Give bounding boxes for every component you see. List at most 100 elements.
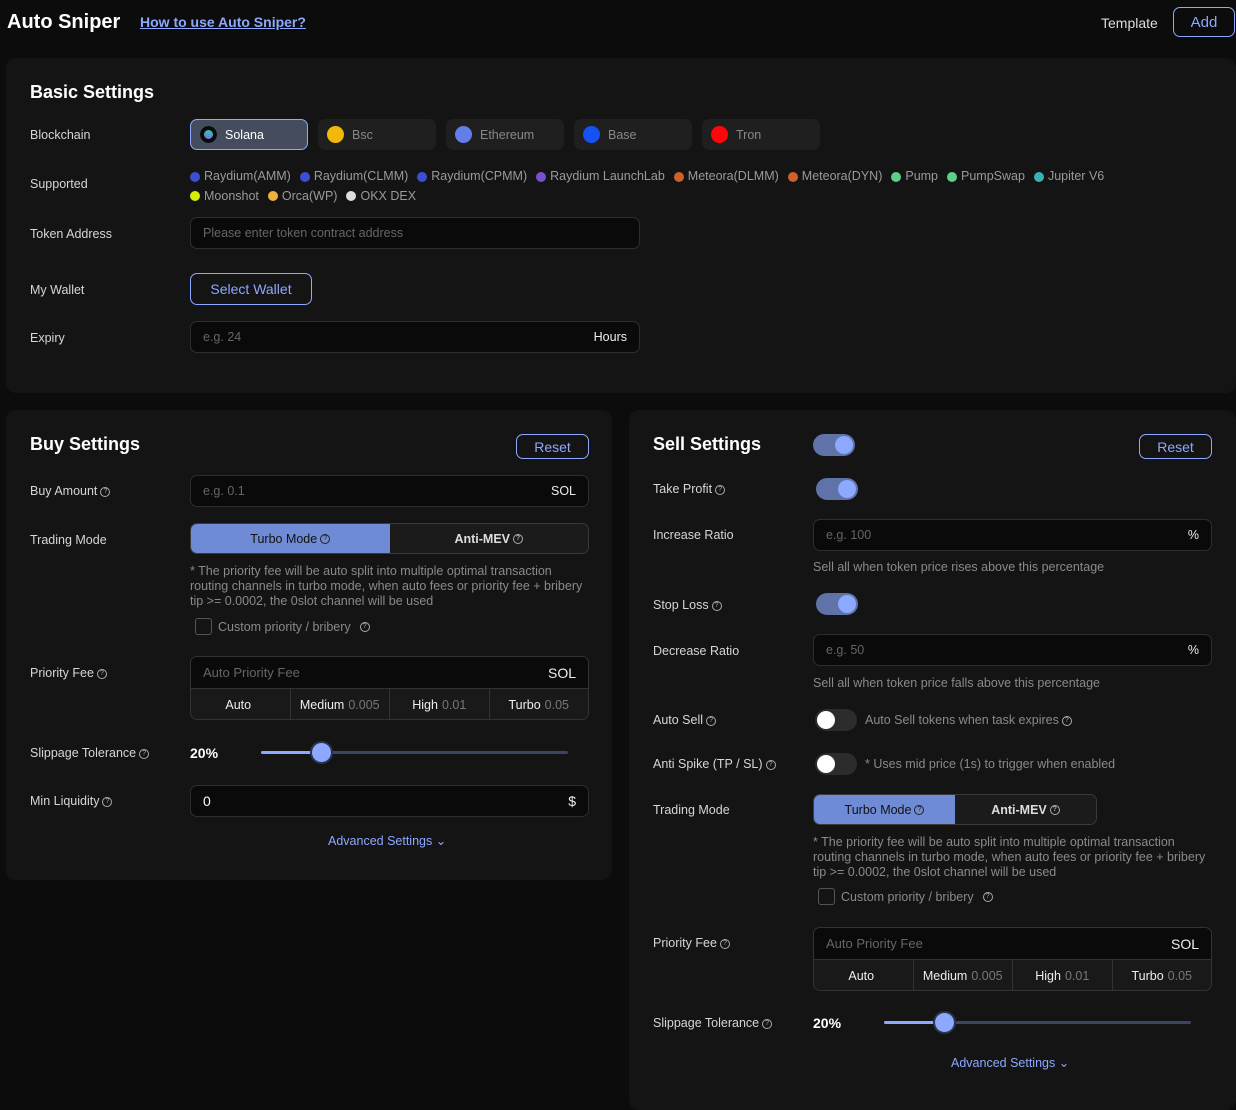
stop-loss-toggle[interactable] [816, 593, 858, 615]
buy-anti-mev-tab[interactable]: Anti-MEV? [389, 524, 588, 553]
help-icon[interactable]: ? [719, 938, 730, 949]
expiry-unit: Hours [593, 330, 627, 344]
help-icon[interactable]: ? [711, 600, 722, 611]
token-address-input[interactable]: Please enter token contract address [190, 217, 640, 249]
chain-solana-button[interactable]: Solana [190, 119, 308, 150]
slider-handle[interactable] [935, 1013, 955, 1032]
help-icon[interactable]: ? [100, 486, 111, 497]
stop-loss-label: Stop Loss? [653, 598, 722, 612]
supported-label: Supported [30, 177, 88, 191]
help-icon[interactable]: ? [762, 1018, 773, 1029]
decrease-ratio-input[interactable]: e.g. 50% [813, 634, 1212, 666]
min-liquidity-label: Min Liquidity? [30, 794, 113, 808]
sell-anti-mev-tab[interactable]: Anti-MEV? [955, 795, 1096, 824]
buy-turbo-mode-tab[interactable]: Turbo Mode? [191, 524, 390, 553]
slider-handle[interactable] [312, 743, 332, 762]
help-icon[interactable]: ? [715, 484, 726, 495]
sell-priority-fee-box: Auto Priority Fee SOL Auto Medium 0.005 High… [813, 927, 1212, 991]
help-icon[interactable]: ? [96, 668, 107, 679]
dex-item: Meteora(DYN) [787, 167, 882, 186]
dex-item: Raydium LaunchLab [536, 167, 665, 186]
auto-sell-toggle[interactable] [815, 709, 857, 731]
help-icon[interactable]: ? [706, 715, 717, 726]
help-icon: ? [1061, 715, 1072, 726]
help-icon: ? [359, 621, 370, 632]
buy-priority-fee-box: Auto Priority Fee SOL Auto Medium 0.005 High… [190, 656, 589, 720]
expiry-label: Expiry [30, 331, 65, 345]
buy-trading-mode-toggle: Turbo Mode? Anti-MEV? [190, 523, 589, 554]
page-title: Auto Sniper [7, 11, 121, 33]
dex-icon [536, 171, 547, 182]
sell-reset-button[interactable]: Reset [1139, 434, 1212, 459]
take-profit-label: Take Profit? [653, 482, 726, 496]
help-icon[interactable]: ? [765, 759, 776, 770]
min-liquidity-input[interactable]: 0 $ [190, 785, 589, 817]
sell-trading-mode-toggle: Turbo Mode? Anti-MEV? [813, 794, 1097, 825]
chain-label: Base [608, 127, 637, 142]
auto-sell-label: Auto Sell? [653, 713, 717, 727]
sell-enabled-toggle[interactable] [813, 434, 855, 456]
sell-fee-option-medium[interactable]: Medium 0.005 [914, 960, 1013, 990]
buy-fee-option-turbo[interactable]: Turbo 0.05 [508, 698, 570, 712]
increase-ratio-input[interactable]: e.g. 100% [813, 519, 1212, 551]
dex-icon [947, 171, 958, 182]
help-link[interactable]: How to use Auto Sniper? [140, 14, 306, 30]
take-profit-toggle[interactable] [816, 478, 858, 500]
template-button[interactable]: Template [1101, 15, 1158, 31]
buy-priority-fee-input[interactable]: Auto Priority Fee SOL [191, 657, 588, 689]
checkbox-icon [818, 888, 835, 905]
add-button[interactable]: Add [1173, 7, 1235, 37]
sell-advanced-settings-link[interactable]: Advanced Settings ⌄ [951, 1056, 1070, 1070]
sell-turbo-mode-tab[interactable]: Turbo Mode? [814, 795, 955, 824]
chain-tron-button[interactable]: Tron [702, 119, 820, 150]
dex-icon [891, 171, 902, 182]
buy-advanced-settings-link[interactable]: Advanced Settings ⌄ [328, 834, 447, 848]
dex-item: Pump [891, 167, 938, 186]
anti-spike-toggle[interactable] [815, 753, 857, 775]
expiry-input[interactable]: e.g. 24 Hours [190, 321, 640, 353]
sell-priority-fee-input[interactable]: Auto Priority Fee SOL [814, 928, 1211, 960]
bsc-icon [327, 126, 344, 143]
select-wallet-button[interactable]: Select Wallet [190, 273, 312, 305]
buy-fee-option-auto[interactable]: Auto [191, 689, 291, 719]
decrease-ratio-label: Decrease Ratio [653, 644, 740, 658]
sell-fee-option-turbo[interactable]: Turbo 0.05 [1131, 969, 1193, 983]
dex-icon [346, 191, 357, 201]
buy-fee-option-medium[interactable]: Medium 0.005 [291, 689, 390, 719]
sell-settings-title: Sell Settings [653, 434, 762, 454]
buy-slippage-slider[interactable] [261, 743, 568, 762]
sell-fee-option-high[interactable]: High 0.01 [1013, 960, 1113, 990]
buy-turbo-note: * The priority fee will be auto split in… [190, 564, 583, 608]
chain-bsc-button[interactable]: Bsc [318, 119, 436, 150]
base-icon [583, 126, 600, 143]
help-icon: ? [982, 891, 993, 902]
anti-spike-hint: * Uses mid price (1s) to trigger when en… [865, 757, 1116, 771]
sell-slippage-slider[interactable] [884, 1013, 1191, 1032]
buy-slippage-label: Slippage Tolerance? [30, 746, 150, 760]
chain-label: Solana [225, 127, 264, 142]
my-wallet-label: My Wallet [30, 283, 85, 297]
dex-item: Meteora(DLMM) [673, 167, 779, 186]
chain-base-button[interactable]: Base [574, 119, 692, 150]
buy-amount-input[interactable]: e.g. 0.1 SOL [190, 475, 589, 507]
dex-icon [1033, 171, 1044, 182]
dex-icon [190, 191, 200, 201]
sell-priority-fee-label: Priority Fee? [653, 936, 730, 950]
sell-fee-option-auto[interactable]: Auto [814, 960, 914, 990]
blockchain-label: Blockchain [30, 128, 91, 142]
sell-custom-priority-checkbox[interactable]: Custom priority / bribery? [818, 888, 993, 905]
help-icon[interactable]: ? [102, 796, 113, 807]
increase-ratio-hint: Sell all when token price rises above th… [813, 560, 1105, 574]
buy-reset-button[interactable]: Reset [516, 434, 589, 459]
buy-custom-priority-checkbox[interactable]: Custom priority / bribery? [195, 618, 370, 635]
help-icon: ? [320, 533, 331, 544]
dex-icon [190, 171, 200, 182]
checkbox-icon [195, 618, 212, 635]
dex-item: Moonshot [190, 187, 259, 206]
chain-ethereum-button[interactable]: Ethereum [446, 119, 564, 150]
sell-trading-mode-label: Trading Mode [653, 803, 730, 817]
ethereum-icon [455, 126, 472, 143]
expiry-placeholder: e.g. 24 [203, 330, 242, 344]
help-icon[interactable]: ? [139, 748, 150, 759]
buy-fee-option-high[interactable]: High 0.01 [390, 689, 490, 719]
